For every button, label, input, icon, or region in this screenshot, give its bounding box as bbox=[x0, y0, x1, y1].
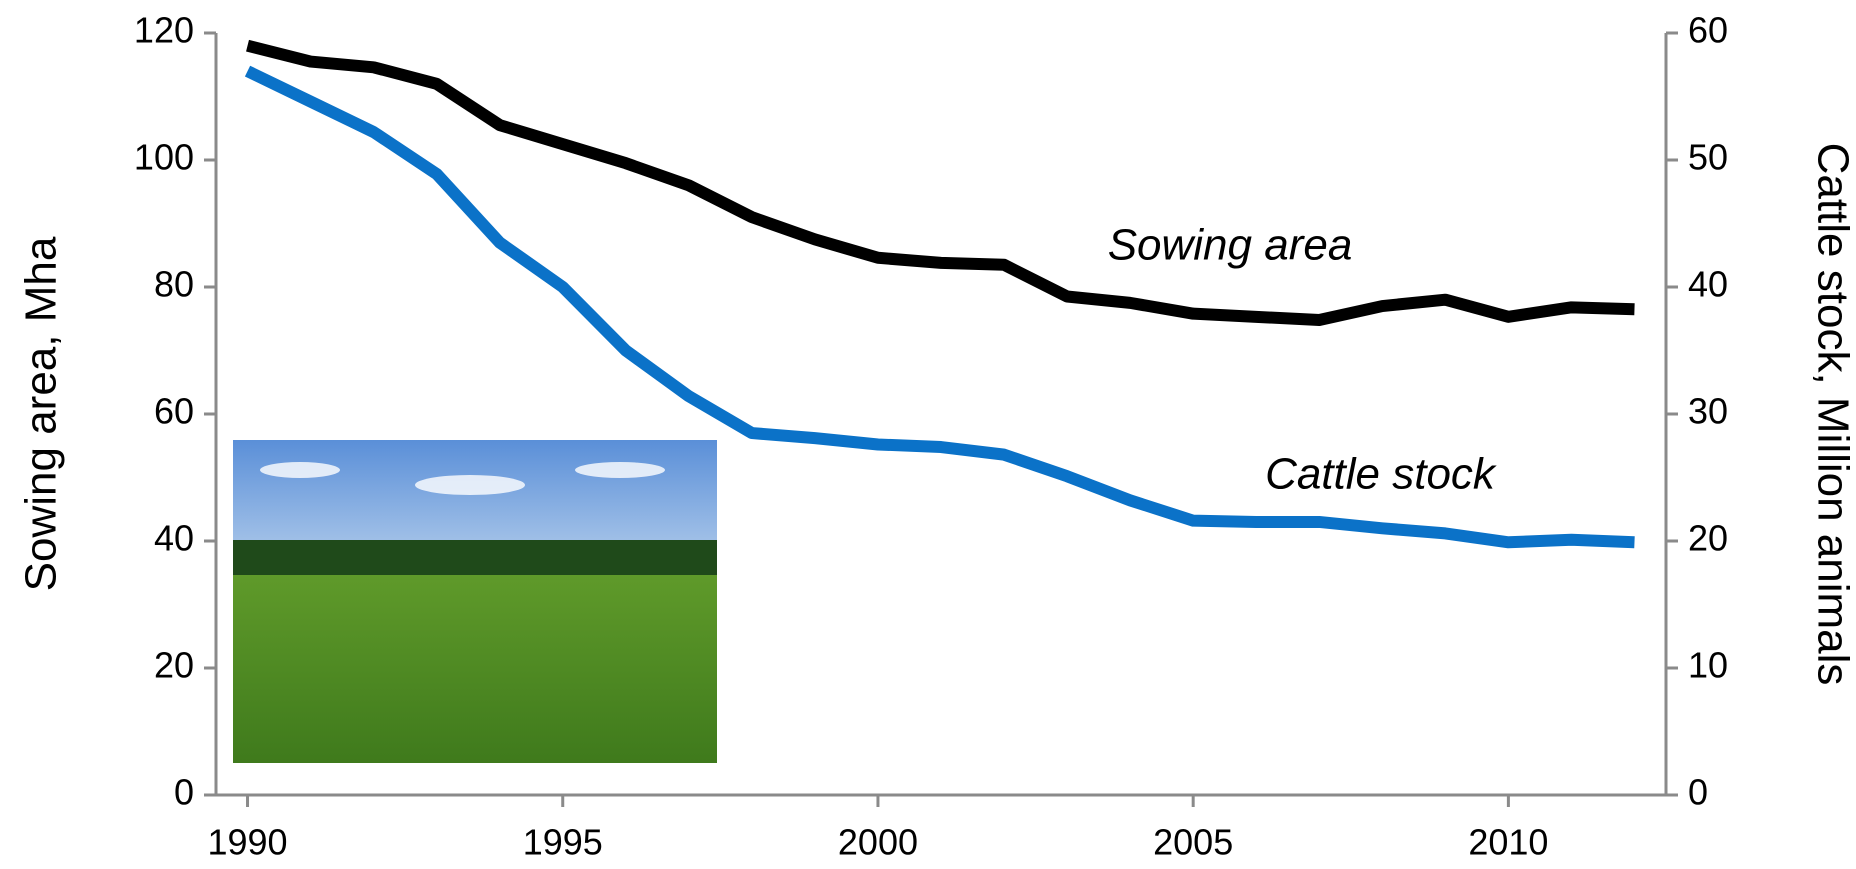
y-tick-label: 0 bbox=[174, 772, 194, 813]
y2-tick-label: 10 bbox=[1688, 645, 1728, 686]
series-line bbox=[246, 39, 1635, 327]
series-annotation: Cattle stock bbox=[1265, 450, 1497, 499]
y-tick-label: 100 bbox=[134, 137, 194, 178]
x-tick-label: 2000 bbox=[838, 822, 918, 863]
y2-tick-label: 40 bbox=[1688, 264, 1728, 305]
series-line bbox=[244, 65, 1635, 549]
y2-tick-label: 20 bbox=[1688, 518, 1728, 559]
y-axis-title: Sowing area, Mha bbox=[17, 236, 66, 591]
y2-axis-title: Cattle stock, Million animals bbox=[1808, 143, 1856, 686]
x-tick-label: 1990 bbox=[207, 822, 287, 863]
y2-tick-label: 60 bbox=[1688, 10, 1728, 51]
y-tick-label: 40 bbox=[154, 518, 194, 559]
photo bbox=[233, 440, 717, 763]
y-tick-label: 80 bbox=[154, 264, 194, 305]
y2-tick-label: 30 bbox=[1688, 391, 1728, 432]
y-tick-label: 120 bbox=[134, 10, 194, 51]
y2-tick-label: 50 bbox=[1688, 137, 1728, 178]
x-tick-label: 2005 bbox=[1153, 822, 1233, 863]
x-tick-label: 1995 bbox=[523, 822, 603, 863]
y-tick-label: 60 bbox=[154, 391, 194, 432]
x-tick-label: 2010 bbox=[1468, 822, 1548, 863]
y-tick-label: 20 bbox=[154, 645, 194, 686]
series-annotation: Sowing area bbox=[1108, 221, 1353, 270]
y2-tick-label: 0 bbox=[1688, 772, 1708, 813]
